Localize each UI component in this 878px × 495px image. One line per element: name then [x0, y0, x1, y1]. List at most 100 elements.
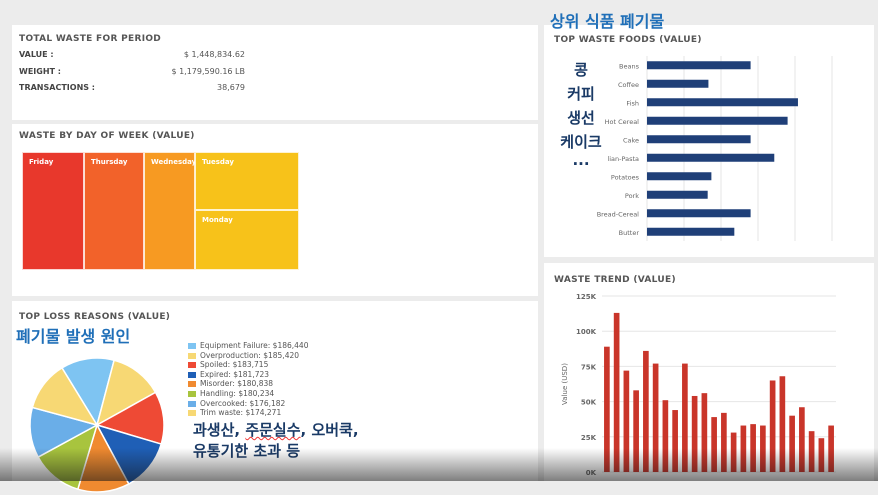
legend-swatch [188, 381, 196, 388]
treemap-label-friday: Friday [29, 158, 54, 166]
legend-swatch [188, 362, 196, 369]
legend-swatch [188, 352, 196, 359]
pie-legend-item: Expired: $181,723 [188, 370, 269, 379]
legend-swatch [188, 410, 196, 417]
treemap-cell-thursday[interactable]: Thursday [84, 152, 144, 270]
food-annot-5: ... [572, 151, 590, 169]
trend-bar[interactable] [613, 312, 620, 472]
foods-xtick-label: 20K [787, 249, 803, 250]
pie-legend-item: Handling: $180,234 [188, 389, 274, 398]
foods-bar[interactable] [647, 79, 709, 88]
loss-list-part-c: , 오버쿡, [300, 421, 359, 439]
treemap-label-thursday: Thursday [91, 158, 128, 166]
legend-label: Overcooked: $176,182 [200, 398, 286, 408]
trend-bar[interactable] [711, 417, 717, 472]
foods-title: TOP WASTE FOODS (VALUE) [554, 35, 702, 45]
legend-label: Handling: $180,234 [200, 389, 275, 398]
treemap-cell-wednesday[interactable]: Wednesday [144, 152, 196, 270]
trend-bar[interactable] [623, 370, 630, 472]
trend-ytick-label: 100K [576, 328, 597, 336]
foods-bar[interactable] [647, 227, 735, 236]
summary-value: $ 1,448,834.62 [183, 50, 245, 59]
pie-title: TOP LOSS REASONS (VALUE) [19, 312, 171, 322]
trend-ytick-label: 25K [581, 434, 597, 442]
top-foods-annotation: 상위 식품 폐기물 [550, 12, 665, 31]
trend-bar[interactable] [682, 363, 688, 472]
foods-xtick-label: 5K [679, 249, 690, 250]
trend-bar[interactable] [701, 393, 708, 472]
foods-bar[interactable] [647, 116, 788, 125]
trend-title: WASTE TREND (VALUE) [554, 275, 676, 285]
treemap-title: WASTE BY DAY OF WEEK (VALUE) [19, 131, 195, 141]
legend-label: Equipment Failure: $186,440 [200, 341, 309, 350]
foods-xtick-label: 15K [750, 249, 766, 250]
trend-bar[interactable] [652, 363, 659, 472]
trend-bar[interactable] [691, 395, 698, 472]
foods-bar-chart: 0K 5K 10K 15K 20K 25K Beans Coffee Fish Hot Cerea… [597, 56, 840, 250]
legend-label: Expired: $181,723 [200, 369, 270, 379]
foods-xtick-label: 25K [824, 249, 840, 250]
treemap-cell-friday[interactable]: Friday [22, 152, 84, 270]
trend-bar[interactable] [789, 415, 795, 472]
foods-bar[interactable] [647, 98, 798, 107]
trend-bar[interactable] [662, 400, 669, 472]
foods-category-label: Beans [619, 62, 640, 70]
foods-category-label: Potatoes [611, 173, 640, 181]
summary-title: TOTAL WASTE FOR PERIOD [19, 34, 162, 44]
pie-legend-item: Overproduction: $185,420 [188, 351, 299, 360]
treemap-label-tuesday: Tuesday [202, 158, 234, 166]
pie-slice[interactable] [31, 366, 99, 427]
summary-transactions: 38,679 [217, 83, 245, 92]
treemap-cell-tuesday[interactable]: Tuesday [195, 152, 299, 210]
trend-bar[interactable] [769, 380, 776, 472]
pie-legend-item: Equipment Failure: $186,440 [188, 341, 308, 350]
legend-swatch [188, 371, 196, 378]
summary-value-label: VALUE : [19, 50, 54, 59]
bottom-shadow [0, 448, 878, 481]
foods-category-label: Fish [626, 99, 639, 107]
pie-legend-item: Trim waste: $174,271 [188, 408, 281, 417]
foods-bar[interactable] [647, 209, 751, 218]
food-annot-2: 커피 [567, 85, 595, 103]
trend-ytick-label: 50K [581, 399, 597, 407]
foods-category-label: Coffee [618, 81, 639, 89]
foods-category-label: Cake [623, 136, 639, 144]
food-annot-3: 생선 [567, 109, 595, 127]
loss-reasons-annotation: 폐기물 발생 원인 [16, 327, 131, 346]
legend-label: Misorder: $180,838 [200, 379, 274, 389]
legend-swatch [188, 391, 196, 397]
pie-legend-item: Spoiled: $183,715 [188, 360, 268, 369]
foods-bar[interactable] [647, 172, 712, 181]
foods-bar[interactable] [647, 61, 751, 70]
legend-label: Spoiled: $183,715 [200, 360, 269, 370]
trend-bar[interactable] [604, 346, 610, 472]
legend-swatch [188, 343, 196, 349]
treemap-label-monday: Monday [202, 216, 233, 224]
trend-ytick-label: 125K [576, 293, 597, 301]
trend-bar[interactable] [633, 390, 639, 472]
foods-category-label: lian-Pasta [607, 155, 639, 163]
foods-list-annotation: 콩 커피 생선 케이크 ... [556, 58, 606, 169]
pie-legend-item: Overcooked: $176,182 [188, 399, 285, 408]
foods-bar[interactable] [647, 153, 775, 162]
loss-list-part-a: 과생산, [193, 421, 246, 439]
foods-xtick-label: 10K [713, 249, 729, 250]
loss-list-part-b: 주문실수 [245, 421, 301, 439]
foods-category-label: Butter [619, 229, 640, 237]
summary-weight-label: WEIGHT : [19, 67, 61, 76]
treemap-cell-monday[interactable]: Monday [195, 210, 299, 270]
foods-bar[interactable] [647, 135, 751, 144]
trend-bar[interactable] [799, 407, 805, 472]
food-annot-4: 케이크 [560, 133, 602, 151]
summary-transactions-label: TRANSACTIONS : [19, 83, 96, 92]
trend-bar[interactable] [643, 350, 649, 472]
trend-bar[interactable] [721, 412, 727, 472]
trend-bar[interactable] [779, 376, 786, 472]
foods-bar[interactable] [647, 190, 708, 199]
trend-bar[interactable] [672, 410, 678, 472]
legend-swatch [188, 400, 196, 407]
legend-label: Overproduction: $185,420 [200, 350, 300, 360]
foods-category-label: Bread-Cereal [597, 210, 639, 218]
legend-label: Trim waste: $174,271 [200, 408, 282, 418]
pie-legend-item: Misorder: $180,838 [188, 379, 273, 388]
